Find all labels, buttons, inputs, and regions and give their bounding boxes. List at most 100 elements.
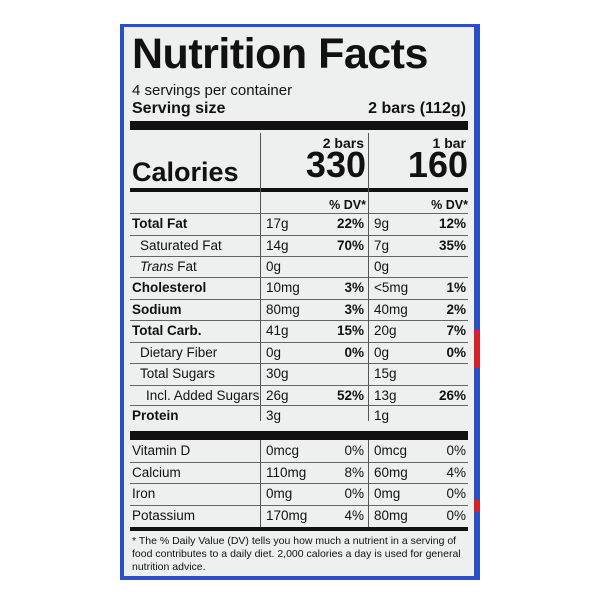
serving-size-value: 2 bars (112g) (368, 100, 466, 117)
column-divider-2-vit (368, 440, 369, 527)
nutrient-name: Total Carb. (132, 323, 202, 338)
amount-2-bars: 0mcg (266, 443, 300, 458)
amount-2-bars: 0mg (266, 486, 293, 501)
row-divider (130, 213, 468, 214)
dv-2-bars: 0% (344, 443, 364, 458)
column-divider-1 (260, 133, 261, 421)
amount-1-bar: 1g (374, 408, 390, 423)
nutrient-name: Incl. Added Sugars (146, 388, 260, 403)
amount-1-bar: 80mg (374, 508, 408, 523)
row-divider (130, 320, 468, 321)
package-red-stripe (474, 330, 480, 368)
col1-dv-header: % DV* (329, 198, 366, 212)
dv-2-bars: 8% (344, 465, 364, 480)
nutrient-name: Dietary Fiber (140, 345, 218, 360)
amount-1-bar: 20g (374, 323, 397, 338)
dv-1-bar: 35% (438, 238, 466, 253)
dv-1-bar: 0% (446, 508, 466, 523)
amount-1-bar: 0mg (374, 486, 401, 501)
thick-rule-vitamins (130, 431, 468, 440)
dv-1-bar: 1% (446, 280, 466, 295)
amount-2-bars: 0g (266, 259, 282, 274)
amount-1-bar: 0mcg (374, 443, 408, 458)
dv-2-bars: 4% (344, 508, 364, 523)
nutrient-name: Saturated Fat (140, 238, 222, 253)
dv-2-bars: 52% (336, 388, 364, 403)
nutrient-name: Trans Fat (140, 259, 197, 274)
row-divider (130, 363, 468, 364)
dv-1-bar: 12% (438, 216, 466, 231)
nutrient-name: Sodium (132, 302, 182, 317)
amount-1-bar: 9g (374, 216, 390, 231)
amount-2-bars: 14g (266, 238, 289, 253)
col1-header: 2 bars (322, 135, 364, 151)
medium-rule-footer (130, 527, 468, 531)
amount-1-bar: 60mg (374, 465, 408, 480)
vitamin-name: Vitamin D (132, 443, 191, 458)
row-divider (130, 505, 468, 506)
row-divider (130, 385, 468, 386)
amount-2-bars: 110mg (266, 465, 307, 480)
col1-calories: 330 (305, 144, 366, 185)
row-divider (130, 277, 468, 278)
col2-dv-header: % DV* (431, 198, 468, 212)
medium-rule-calories (130, 188, 468, 192)
amount-2-bars: 17g (266, 216, 289, 231)
column-divider-1-vit (260, 440, 261, 527)
dv-1-bar: 0% (446, 486, 466, 501)
amount-2-bars: 80mg (266, 302, 300, 317)
nutrient-name: Total Fat (132, 216, 188, 231)
amount-2-bars: 30g (266, 366, 289, 381)
amount-1-bar: 13g (374, 388, 397, 403)
dv-2-bars: 22% (336, 216, 364, 231)
dv-2-bars: 0% (344, 486, 364, 501)
col2-calories: 160 (407, 144, 468, 185)
vitamin-name: Calcium (132, 465, 181, 480)
dv-1-bar: 26% (438, 388, 466, 403)
calories-label: Calories (132, 157, 239, 187)
label-title: Nutrition Facts (132, 30, 428, 78)
thick-rule-top (130, 121, 468, 130)
nutrition-facts-panel: Nutrition Facts 4 servings per container… (124, 27, 474, 576)
amount-2-bars: 3g (266, 408, 282, 423)
row-divider (130, 256, 468, 257)
row-divider (130, 462, 468, 463)
dv-2-bars: 3% (344, 302, 364, 317)
dv-1-bar: 4% (446, 465, 466, 480)
amount-1-bar: 0g (374, 345, 390, 360)
trans-fat-italic: Trans (140, 259, 174, 274)
col2-header: 1 bar (432, 135, 466, 151)
vitamin-name: Iron (132, 486, 156, 501)
row-divider (130, 405, 468, 406)
nutrient-name: Cholesterol (132, 280, 207, 295)
dv-1-bar: 0% (446, 345, 466, 360)
dv-1-bar: 7% (446, 323, 466, 338)
dv-2-bars: 0% (344, 345, 364, 360)
package-red-stripe-lower (474, 500, 480, 512)
dv-1-bar: 0% (446, 443, 466, 458)
dv-2-bars: 15% (336, 323, 364, 338)
dv-1-bar: 2% (446, 302, 466, 317)
nutrient-name: Total Sugars (140, 366, 216, 381)
footnote: * The % Daily Value (DV) tells you how m… (132, 535, 461, 573)
dv-2-bars: 3% (344, 280, 364, 295)
vitamin-name: Potassium (132, 508, 196, 523)
row-divider (130, 483, 468, 484)
column-divider-2 (368, 133, 369, 421)
row-divider (130, 235, 468, 236)
nutrition-label: Nutrition Facts 4 servings per container… (124, 27, 474, 576)
amount-1-bar: 7g (374, 238, 390, 253)
row-divider (130, 299, 468, 300)
nutrient-name: Protein (132, 408, 179, 423)
amount-1-bar: 15g (374, 366, 397, 381)
amount-1-bar: <5mg (374, 280, 409, 295)
amount-2-bars: 0g (266, 345, 282, 360)
amount-2-bars: 41g (266, 323, 289, 338)
serving-size-label: Serving size (132, 100, 226, 117)
servings-per-container: 4 servings per container (132, 82, 293, 99)
amount-2-bars: 26g (266, 388, 289, 403)
amount-2-bars: 10mg (266, 280, 300, 295)
amount-1-bar: 0g (374, 259, 390, 274)
row-divider (130, 342, 468, 343)
amount-2-bars: 170mg (266, 508, 308, 523)
